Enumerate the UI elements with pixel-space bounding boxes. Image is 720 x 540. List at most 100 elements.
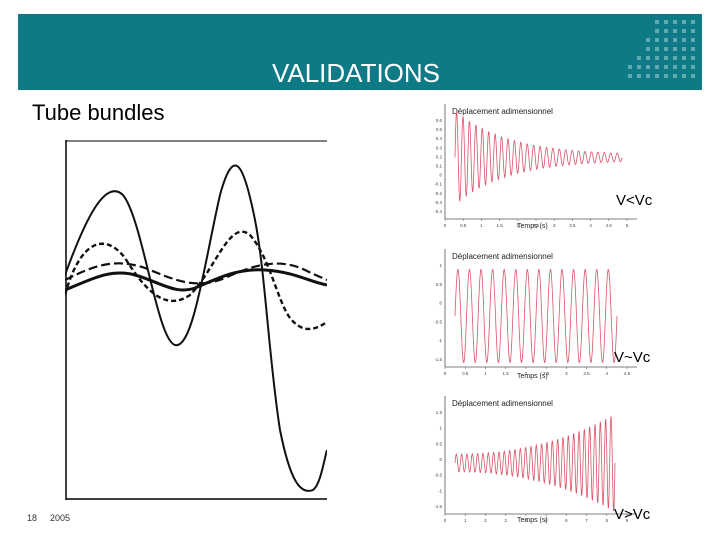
x-tick-label: 8 [606,518,609,523]
x-tick-label: 2.5 [533,223,540,228]
y-tick-label: -1 [438,338,442,343]
decoration-dot [628,65,632,69]
x-tick-label: 0.5 [460,223,467,228]
x-tick-label: 0 [444,371,447,376]
response-plot-near-critical: Déplacement adimensionnel Temps (s) 1 0.5… [434,249,637,380]
curve-dashed-short [65,230,327,331]
y-tick-label: 0.3 [436,145,443,150]
x-tick-label: 0 [444,518,447,523]
x-axis-label: Temps (s) [517,223,548,230]
y-tick-label: 0.5 [436,127,443,132]
footer-year: 2005 [50,513,71,523]
y-tick-label: 1 [439,263,442,268]
decoration-dot [682,38,686,42]
decoration-dot [673,47,677,51]
decoration-dot [646,47,650,51]
y-tick-label: 0.1 [436,164,443,169]
y-tick-label: -0.4 [434,209,442,214]
x-tick-label: 1.5 [496,223,503,228]
x-tick-label: 1 [480,223,483,228]
x-tick-label: 2 [525,371,528,376]
response-plot-above-critical: Déplacement adimensionnel Temps (s) 1.5 1… [434,396,637,524]
x-tick-label: 3 [504,518,507,523]
slide-title: VALIDATIONS [271,58,441,88]
decoration-dot [682,20,686,24]
y-tick-label: -1 [438,488,442,493]
decoration-dot [673,74,677,78]
y-tick-label: 0.4 [436,136,443,141]
plot-title: Déplacement adimensionnel [452,399,553,408]
decoration-dot [646,38,650,42]
y-tick-label: -0.3 [434,200,442,205]
y-tick-label: 1.5 [436,410,443,415]
x-tick-label: 4.5 [606,223,613,228]
x-tick-label: 6 [565,518,568,523]
decoration-dot [655,29,659,33]
y-tick-label: -1.5 [434,504,442,509]
x-tick-label: 2 [517,223,520,228]
decoration-dot [664,29,668,33]
decoration-dot [682,74,686,78]
x-tick-label: 3.5 [583,371,590,376]
y-tick-label: 0 [439,457,442,462]
decoration-dot [682,56,686,60]
x-tick-label: 5 [545,518,548,523]
decoration-dot [646,65,650,69]
x-axis-label: Temps (s) [517,517,548,524]
decoration-dot [691,74,695,78]
curve-dashed-long [65,262,327,285]
x-tick-label: 9 [626,518,629,523]
y-tick-label: -0.1 [434,182,442,187]
x-tick-label: 4 [606,371,609,376]
x-axis-label: Temps (s) [517,373,548,380]
response-signal [454,268,618,364]
y-tick-label: 0 [439,301,442,306]
slide-subtitle: Tube bundles [32,100,165,125]
dot-pattern-decoration [628,20,695,78]
x-tick-label: 3.5 [569,223,576,228]
decoration-dot [691,29,695,33]
x-tick-label: 1 [484,371,487,376]
decoration-dot [664,65,668,69]
decoration-dot [673,38,677,42]
response-signal [454,416,616,512]
x-tick-label: 4 [525,518,528,523]
decoration-dot [691,38,695,42]
decoration-dot [682,65,686,69]
x-tick-label: 2 [484,518,487,523]
decoration-dot [682,47,686,51]
x-tick-label: 0 [444,223,447,228]
decoration-dot [664,38,668,42]
decoration-dot [655,65,659,69]
y-tick-label: -0.5 [434,473,442,478]
response-plot-below-critical: Déplacement adimensionnel Temps (s) 0.6 0… [434,104,637,230]
x-tick-label: 5 [626,223,629,228]
velocity-label-near: V~Vc [614,349,651,366]
x-tick-label: 7 [585,518,588,523]
x-tick-label: 3 [565,371,568,376]
decoration-dot [673,29,677,33]
decoration-dot [691,20,695,24]
x-tick-label: 4 [589,223,592,228]
velocity-label-below: V<Vc [616,192,653,209]
y-tick-label: 0.5 [436,441,443,446]
decoration-dot [673,65,677,69]
decoration-dot [691,65,695,69]
curve-solid-thick [65,268,327,292]
plot-title: Déplacement adimensionnel [452,252,553,261]
decoration-dot [664,20,668,24]
y-tick-label: 1 [439,426,442,431]
y-tick-label: 0.2 [436,154,443,159]
decoration-dot [637,74,641,78]
title-banner: VALIDATIONS [18,14,702,90]
x-tick-label: 3 [553,223,556,228]
decoration-dot [637,56,641,60]
tube-bundle-plot [65,140,327,500]
decoration-dot [655,20,659,24]
y-tick-label: 0.5 [436,282,443,287]
x-tick-label: 1 [464,518,467,523]
decoration-dot [682,29,686,33]
decoration-dot [628,74,632,78]
y-tick-label: 0 [439,173,442,178]
decoration-dot [664,74,668,78]
